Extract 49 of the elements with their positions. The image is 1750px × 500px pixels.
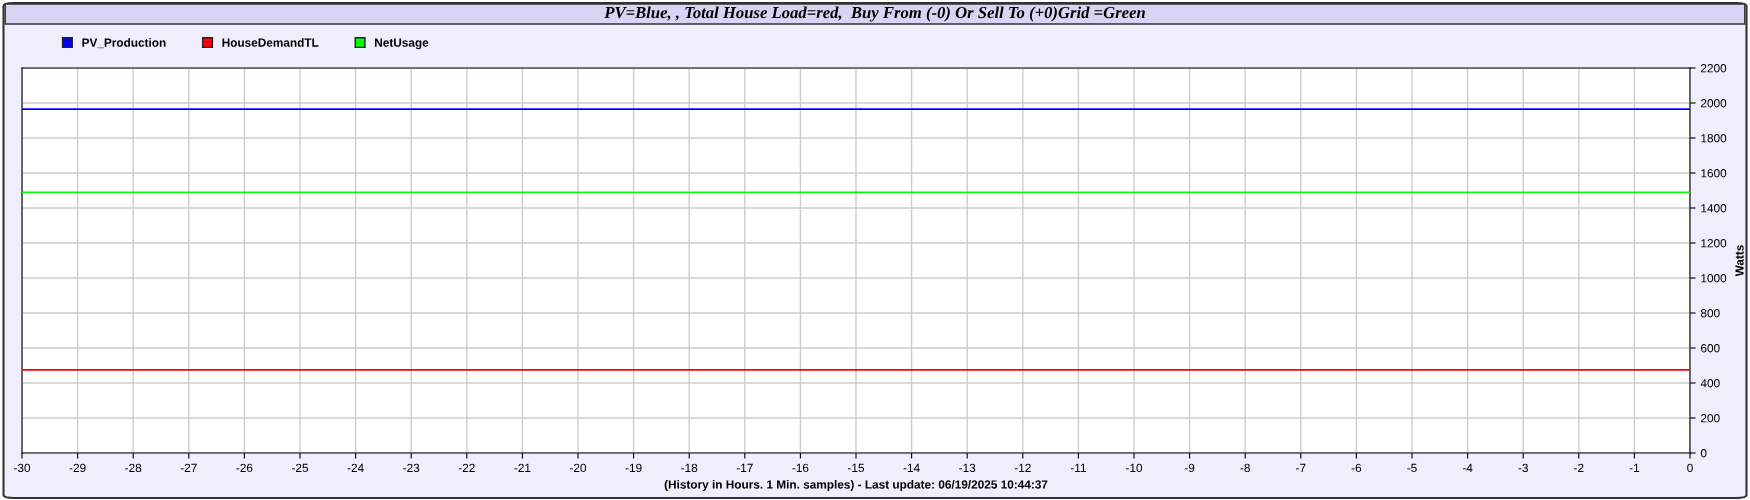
x-tick-label: -11	[1070, 463, 1086, 472]
y-tick-label: 2000	[1701, 99, 1727, 108]
x-tick-label: -28	[125, 463, 142, 473]
x-tick-label: -29	[69, 463, 86, 473]
x-tick-label: -23	[403, 463, 420, 473]
x-tick-label: -3	[1518, 463, 1528, 473]
x-tick-label: 0	[1687, 463, 1693, 473]
x-tick-label: -14	[903, 463, 920, 472]
legend-label: NetUsage	[375, 38, 429, 50]
x-tick-label: -7	[1296, 463, 1306, 472]
y-tick-label: 600	[1701, 344, 1720, 353]
x-tick-label: -20	[569, 463, 587, 473]
y-tick-label: 400	[1700, 379, 1720, 388]
legend-label: PV_Production	[82, 38, 166, 49]
y-tick-label: 2200	[1701, 64, 1727, 73]
x-tick-label: -16	[792, 463, 809, 473]
x-tick-label: -22	[458, 463, 475, 472]
x-tick-label: -8	[1240, 463, 1250, 473]
x-tick-label: -26	[236, 463, 253, 473]
x-tick-label: -24	[347, 463, 364, 472]
x-tick-label: -10	[1125, 463, 1143, 473]
y-tick-label: 1800	[1701, 134, 1727, 143]
y-tick-label: 0	[1700, 449, 1707, 458]
y-tick-label: 1200	[1701, 239, 1727, 248]
x-tick-label: -27	[180, 463, 197, 472]
x-tick-label: -13	[959, 463, 976, 473]
x-tick-label: -4	[1462, 463, 1473, 472]
x-tick-label: -6	[1351, 463, 1362, 473]
y-tick-label: 1000	[1701, 274, 1727, 283]
x-tick-label: -18	[681, 463, 698, 473]
y-tick-label: 1400	[1701, 204, 1727, 213]
x-tick-label: -2	[1574, 463, 1584, 472]
x-tick-label: -30	[13, 463, 31, 473]
y-axis-title: Watts	[1735, 245, 1744, 277]
chart-title: PV=Blue, , Total House Load=red, Buy From (-0) Or Sell To (+0)Grid =Green	[604, 6, 1145, 22]
x-tick-label: -15	[847, 463, 865, 473]
x-tick-label: -1	[1629, 463, 1640, 472]
x-tick-label: -19	[625, 463, 642, 473]
x-tick-label: -17	[736, 463, 753, 472]
y-tick-label: 1600	[1701, 169, 1727, 178]
x-axis-title: (History in Hours. 1 Min. samples) - Last update: 06/19/2025 10:44:37	[664, 479, 1048, 491]
x-tick-label: -12	[1014, 463, 1031, 472]
y-tick-label: 800	[1700, 309, 1720, 318]
x-tick-label: -9	[1184, 463, 1195, 473]
x-tick-label: -5	[1407, 463, 1417, 473]
legend-label: HouseDemandTL	[222, 38, 319, 47]
x-tick-label: -25	[291, 463, 309, 473]
y-tick-label: 200	[1701, 414, 1720, 423]
x-tick-label: -21	[514, 463, 531, 472]
